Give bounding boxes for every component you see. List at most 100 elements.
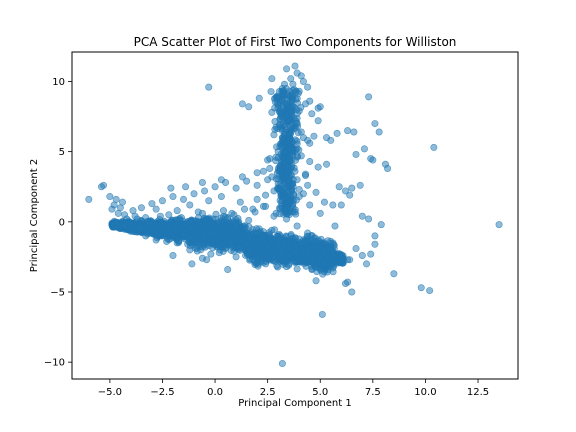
y-tick-label: 10: [52, 77, 65, 88]
data-point: [270, 187, 278, 195]
data-point: [375, 128, 383, 136]
data-point: [118, 198, 126, 206]
data-point: [268, 75, 276, 83]
y-axis-label: Principal Component 2: [29, 159, 40, 272]
data-point: [335, 183, 343, 191]
data-point: [232, 184, 240, 192]
cluster-point: [293, 265, 301, 273]
data-point: [430, 143, 438, 151]
data-point: [165, 211, 173, 219]
data-point: [268, 108, 276, 116]
data-point: [274, 94, 282, 102]
chart-title: PCA Scatter Plot of First Two Components…: [134, 35, 457, 49]
data-point: [85, 195, 93, 203]
data-point: [278, 250, 286, 258]
data-point: [201, 233, 209, 241]
data-point: [205, 83, 213, 91]
data-point: [262, 191, 270, 199]
data-point: [346, 256, 354, 264]
data-point: [198, 254, 206, 262]
data-point: [358, 212, 366, 220]
data-point: [291, 167, 299, 175]
data-point: [283, 215, 291, 223]
data-point: [352, 244, 360, 252]
data-point: [293, 176, 301, 184]
data-point: [169, 193, 177, 201]
data-point: [312, 277, 320, 285]
data-point: [314, 236, 322, 244]
data-point: [316, 209, 324, 217]
cluster-point: [233, 222, 241, 230]
points-layer: [85, 62, 503, 368]
data-point: [198, 209, 206, 217]
data-point: [234, 228, 242, 236]
data-point: [285, 92, 293, 100]
data-point: [293, 222, 301, 230]
data-point: [276, 106, 284, 114]
data-point: [278, 197, 286, 205]
y-tick-label: 0: [59, 217, 65, 228]
data-point: [270, 131, 278, 139]
data-point: [495, 221, 503, 229]
data-point: [356, 181, 364, 189]
data-point: [297, 128, 305, 136]
data-point: [278, 190, 286, 198]
data-point: [182, 221, 190, 229]
data-point: [287, 194, 295, 202]
data-point: [348, 288, 356, 296]
data-point: [167, 218, 175, 226]
data-point: [274, 180, 282, 188]
data-point: [217, 193, 225, 201]
data-point: [245, 103, 253, 111]
data-point: [278, 360, 286, 368]
data-point: [169, 252, 177, 260]
data-point: [108, 205, 116, 213]
data-point: [188, 260, 196, 268]
data-point: [308, 110, 316, 118]
data-point: [365, 93, 373, 101]
cluster-point: [226, 228, 234, 236]
data-point: [211, 183, 219, 191]
data-point: [285, 169, 293, 177]
data-point: [371, 240, 379, 248]
data-point: [306, 201, 314, 209]
data-point: [304, 83, 312, 91]
x-tick-label: 0.0: [207, 387, 223, 398]
data-point: [285, 187, 293, 195]
x-tick-label: 2.5: [260, 387, 276, 398]
data-point: [291, 259, 299, 267]
data-point: [283, 65, 291, 73]
data-point: [272, 209, 280, 217]
x-axis-label: Principal Component 1: [238, 398, 351, 409]
data-point: [121, 211, 129, 219]
data-point: [289, 80, 297, 88]
data-point: [232, 235, 240, 243]
data-point: [238, 100, 246, 108]
data-point: [390, 270, 398, 278]
data-point: [276, 235, 284, 243]
data-point: [320, 198, 328, 206]
data-point: [348, 184, 356, 192]
data-point: [295, 107, 303, 115]
data-point: [310, 132, 318, 140]
data-point: [146, 226, 154, 234]
data-point: [360, 145, 368, 153]
data-point: [327, 260, 335, 268]
data-point: [285, 261, 293, 269]
data-point: [327, 136, 335, 144]
data-point: [127, 221, 135, 229]
data-point: [285, 117, 293, 125]
data-point: [222, 244, 230, 252]
data-point: [312, 188, 320, 196]
data-point: [171, 228, 179, 236]
data-point: [253, 243, 261, 251]
data-point: [182, 183, 190, 191]
x-tick-label: 12.5: [467, 387, 489, 398]
data-point: [203, 215, 211, 223]
data-point: [304, 181, 312, 189]
data-point: [135, 223, 143, 231]
data-point: [205, 242, 213, 250]
data-point: [365, 215, 373, 223]
data-point: [316, 103, 324, 111]
